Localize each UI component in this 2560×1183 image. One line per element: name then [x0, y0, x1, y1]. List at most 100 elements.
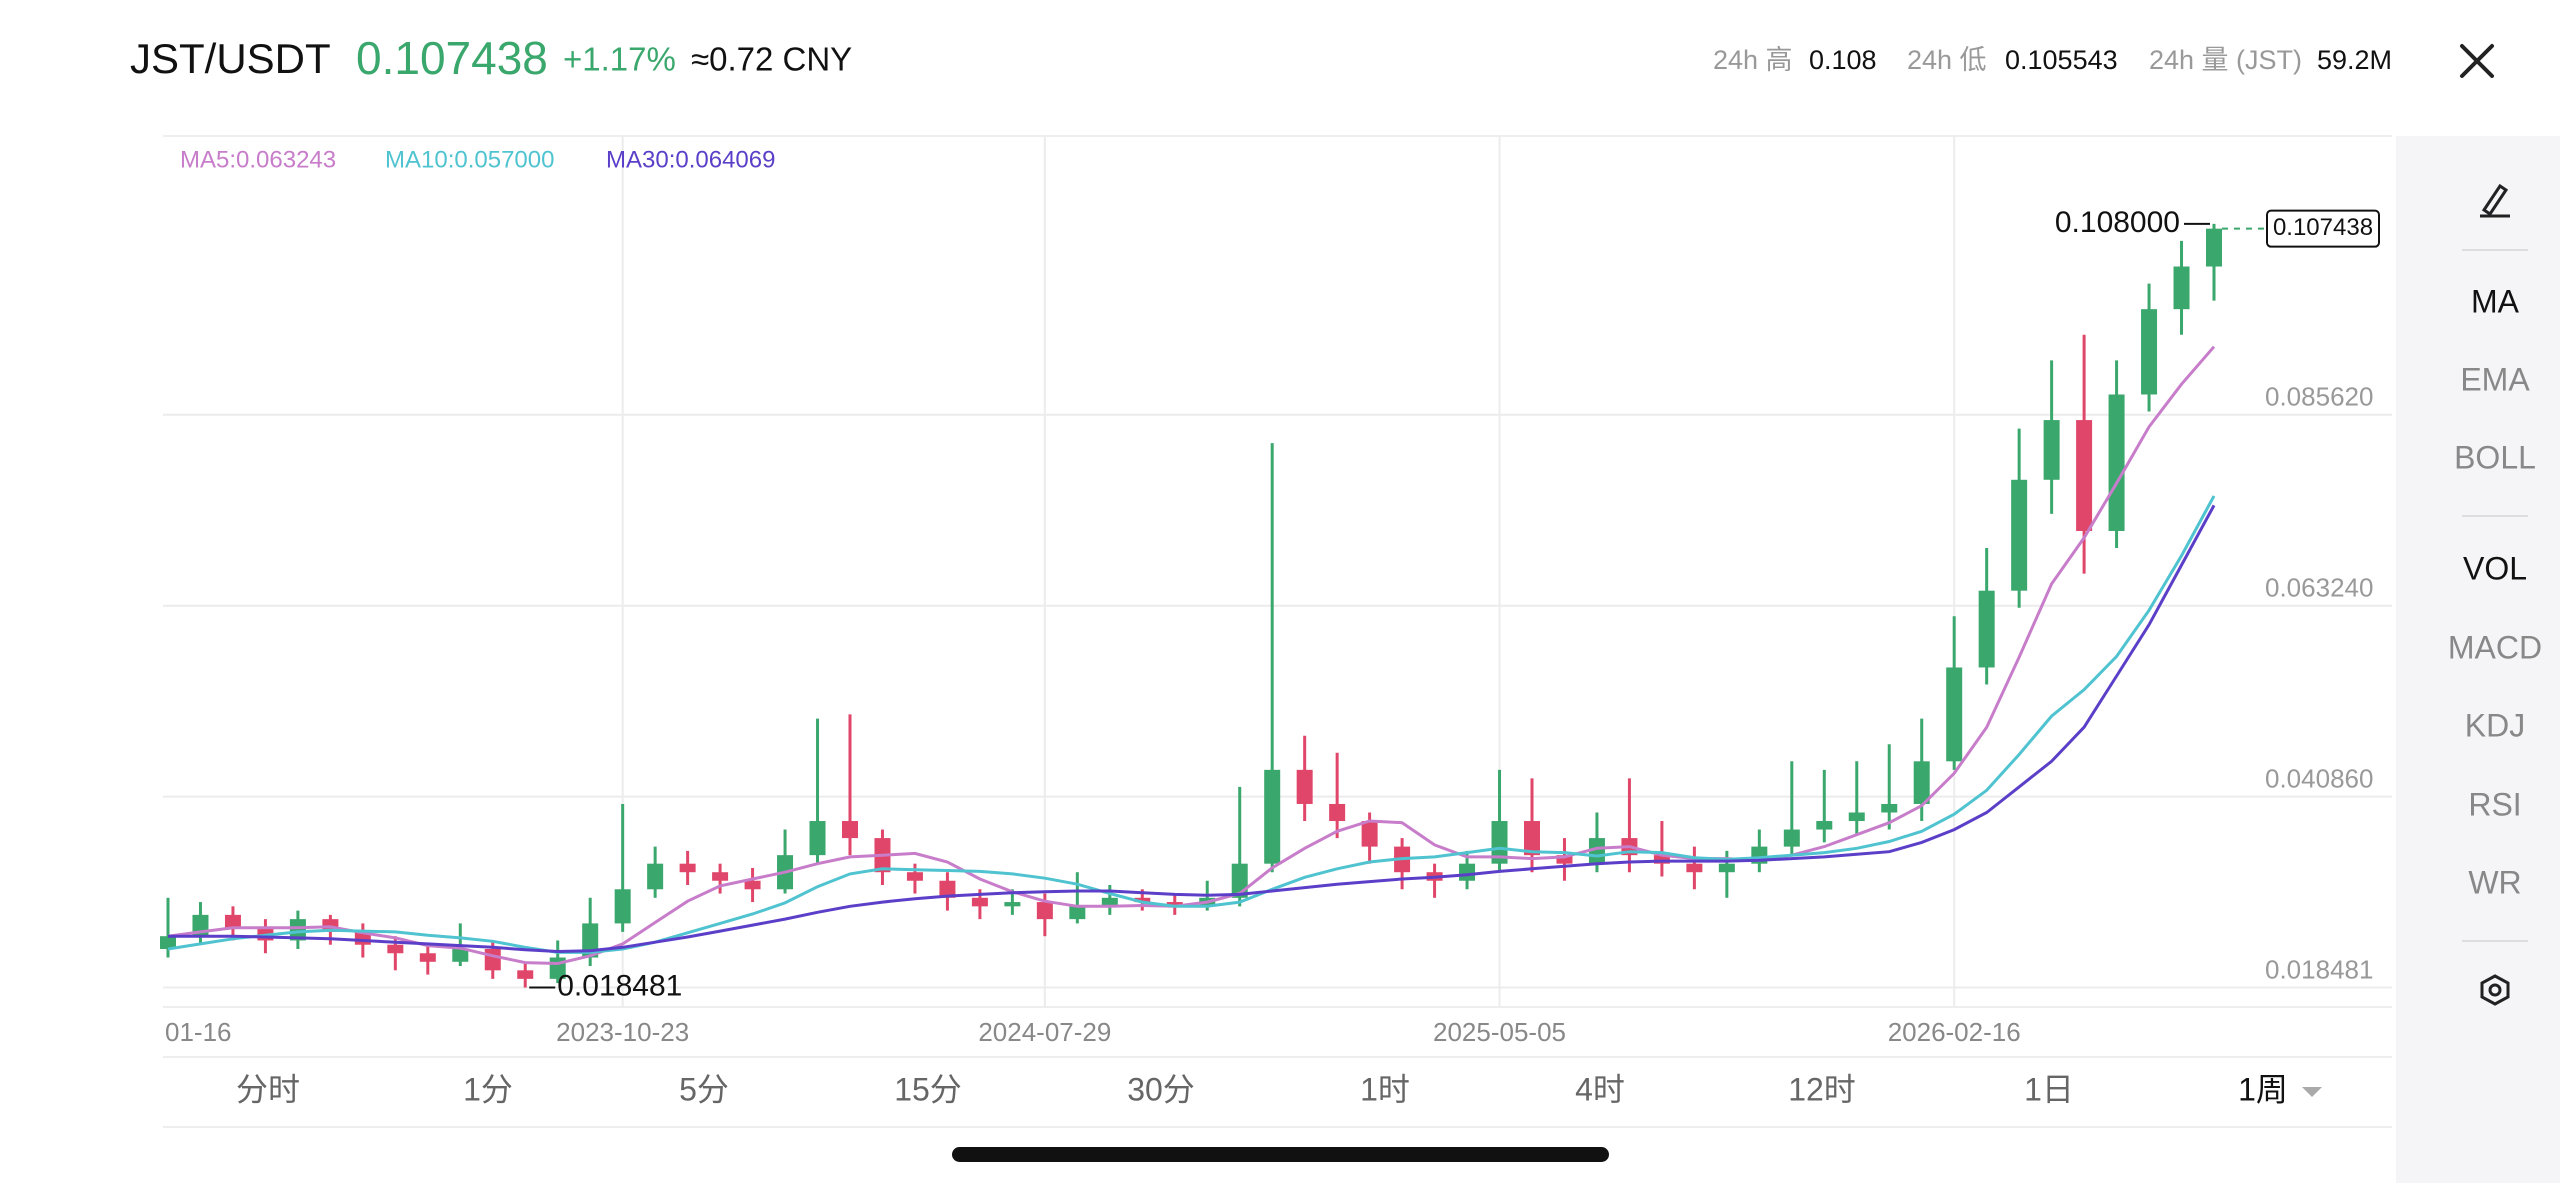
candle-body	[1069, 906, 1086, 920]
legend-entry: MA5:0.063243	[180, 146, 336, 173]
timeframe-tab[interactable]: 5分	[679, 1071, 729, 1107]
ma-line	[167, 345, 2216, 966]
candle-body	[614, 889, 631, 924]
candle-body	[2011, 479, 2028, 591]
candle-body	[2076, 420, 2093, 531]
indicator-tab[interactable]: MA	[2471, 283, 2520, 319]
timeframe-tab[interactable]: 4时	[1575, 1071, 1625, 1107]
stat-label: 24h 高	[1713, 45, 1793, 75]
indicator-tab[interactable]: MACD	[2448, 629, 2542, 665]
timeframe-tab[interactable]: 1日	[2024, 1071, 2074, 1107]
x-tick-label: 2023-10-23	[556, 1017, 689, 1047]
indicator-tab[interactable]: WR	[2468, 864, 2521, 900]
legend-entry: MA30:0.064069	[606, 146, 775, 173]
last-price: 0.107438	[356, 32, 548, 84]
legend-entry: MA10:0.057000	[385, 146, 554, 173]
settings-icon-center	[2488, 983, 2502, 997]
last-price-label: 0.107438	[2273, 214, 2373, 241]
timeframe-tab[interactable]: 1周	[2238, 1071, 2288, 1107]
close-button[interactable]	[2460, 44, 2494, 78]
indicator-tab[interactable]: EMA	[2460, 361, 2530, 397]
draw-tool[interactable]	[2480, 183, 2510, 218]
settings-button[interactable]	[2480, 974, 2510, 1006]
pair-title: JST/USDT	[130, 35, 331, 82]
timeframe-tab[interactable]: 15分	[894, 1071, 962, 1107]
candle-body	[1166, 902, 1183, 907]
candle-body	[224, 914, 241, 928]
candle-body	[2141, 309, 2158, 395]
timeframe-tab[interactable]: 1时	[1360, 1071, 1410, 1107]
x-tick-label: 2026-02-16	[1888, 1017, 2021, 1047]
y-tick-label: 0.018481	[2265, 954, 2373, 984]
candle-body	[842, 821, 858, 839]
timeframe-tab[interactable]: 30分	[1127, 1071, 1195, 1107]
candle-body	[1491, 821, 1508, 864]
x-tick-label: 01-16	[165, 1017, 232, 1047]
candle-body	[160, 936, 176, 949]
timeframe-tab[interactable]: 分时	[236, 1071, 300, 1107]
candle-body	[2043, 420, 2060, 480]
candle-body	[1459, 863, 1476, 881]
candle-body	[1816, 821, 1833, 830]
stat-value: 0.105543	[2005, 45, 2118, 75]
candle-body	[1004, 902, 1021, 907]
candle-body	[1686, 863, 1703, 873]
indicator-tab[interactable]: RSI	[2468, 786, 2521, 822]
timeframe-tab[interactable]: 12时	[1788, 1071, 1856, 1107]
candle-body	[289, 919, 306, 941]
low-marker-label: 0.018481	[557, 969, 682, 1002]
stat-label: 24h 量 (JST)	[2149, 45, 2302, 75]
candle-body	[712, 872, 729, 881]
candle-body	[1036, 902, 1053, 920]
ma-line	[168, 504, 2216, 954]
y-tick-label: 0.040860	[2265, 764, 2373, 794]
x-tick-label: 2024-07-29	[978, 1017, 1111, 1047]
stat-value: 59.2M	[2317, 45, 2392, 75]
pencil-icon	[2481, 183, 2509, 217]
candle-body	[744, 880, 761, 890]
candle-body	[2173, 266, 2190, 310]
indicator-panel	[2396, 136, 2560, 1183]
cny-price: ≈0.72 CNY	[691, 41, 852, 78]
candle-body	[2108, 394, 2125, 531]
candle-body	[517, 970, 534, 979]
y-tick-label: 0.063240	[2265, 573, 2373, 603]
candle-body	[1101, 897, 1118, 907]
candle-body	[809, 821, 826, 856]
candle-body	[939, 880, 956, 898]
candle-body	[679, 863, 696, 873]
settings-icon	[2480, 974, 2510, 1006]
candle-body	[1134, 897, 1151, 903]
candle-body	[387, 944, 404, 954]
last-price-tag	[2266, 209, 2380, 248]
y-tick-label: 0.085620	[2265, 382, 2373, 412]
timeframe-tab[interactable]: 1分	[463, 1071, 513, 1107]
stat-value: 0.108	[1809, 45, 1877, 75]
candle-body	[1588, 838, 1605, 864]
candle-body	[1881, 803, 1898, 813]
high-marker-label: 0.108000	[2055, 206, 2180, 239]
candle-body	[1329, 803, 1346, 822]
indicator-tab[interactable]: BOLL	[2454, 439, 2536, 475]
price-change: +1.17%	[563, 41, 676, 78]
candle-body	[484, 948, 501, 971]
candle-body	[971, 897, 988, 907]
candle-body	[1556, 855, 1573, 864]
dropdown-arrow[interactable]	[2302, 1087, 2322, 1097]
candle-body	[1264, 769, 1281, 864]
candle-body	[2206, 228, 2222, 267]
indicator-tab[interactable]: VOL	[2463, 550, 2527, 586]
candle-body	[419, 953, 436, 962]
indicator-tab[interactable]: KDJ	[2465, 707, 2525, 743]
candle-body	[1361, 821, 1378, 847]
candle-body	[1296, 769, 1313, 804]
home-indicator	[952, 1147, 1609, 1162]
x-tick-label: 2025-05-05	[1433, 1017, 1566, 1047]
candle-body	[452, 948, 469, 962]
candle-body	[1783, 829, 1800, 847]
candle-body	[906, 872, 923, 881]
candle-body	[1524, 821, 1540, 856]
candle-body	[1848, 812, 1865, 822]
